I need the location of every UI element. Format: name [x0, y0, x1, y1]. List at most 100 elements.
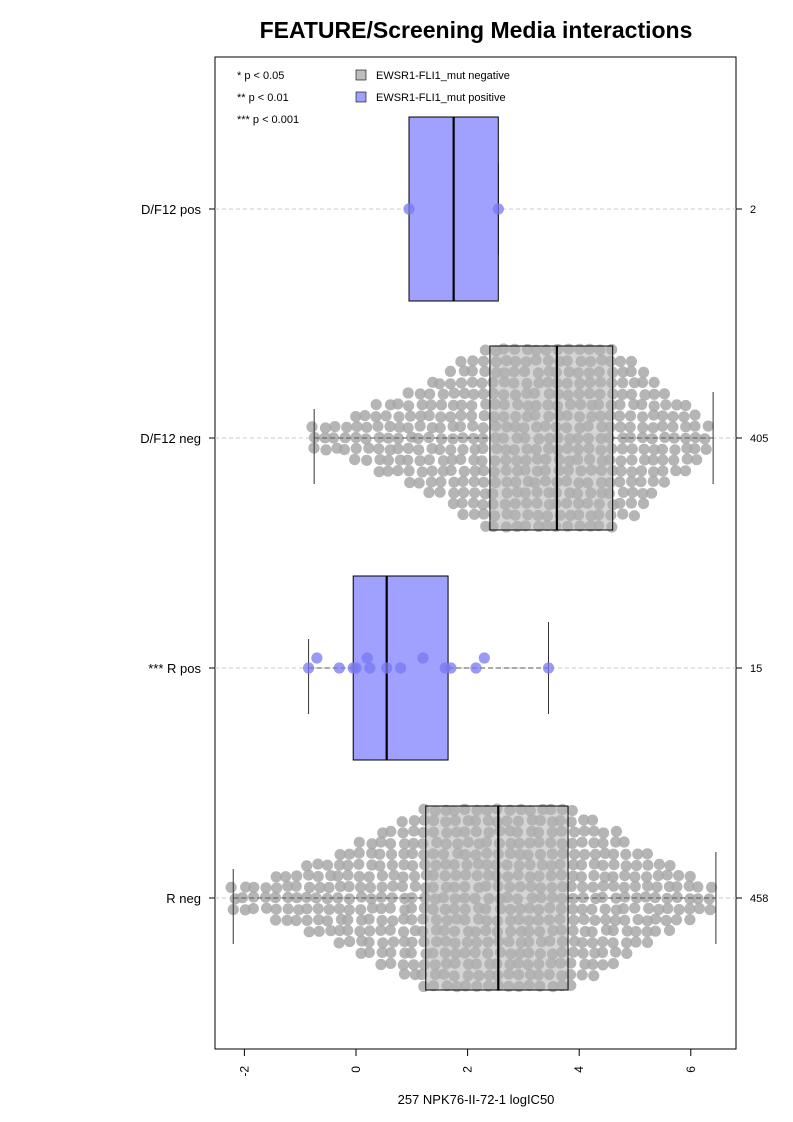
group-4-point	[610, 836, 622, 848]
group-2-point	[689, 420, 701, 432]
group-4-point	[618, 881, 630, 894]
group-4-point	[301, 914, 313, 927]
group-4-point	[684, 903, 696, 915]
group-4-point	[597, 936, 609, 948]
group-4-point	[376, 914, 388, 927]
group-4-point	[575, 871, 588, 883]
group-4-point	[290, 880, 302, 892]
group-4-point	[405, 902, 417, 914]
group-4-point	[325, 925, 337, 937]
group-4-point	[406, 848, 418, 860]
group-4-point	[334, 880, 346, 893]
group-2-point	[361, 421, 373, 433]
group-2-point	[467, 497, 480, 509]
group-4-point	[334, 849, 346, 861]
group-4-point	[364, 925, 376, 937]
group-4-point	[617, 903, 630, 915]
group-4-point	[629, 871, 641, 883]
group-2-point	[350, 442, 362, 455]
group-2-point	[444, 378, 456, 390]
group-2-point	[668, 432, 680, 444]
group-2-point	[648, 409, 660, 421]
group-2-point	[637, 497, 650, 510]
group-4-point	[651, 881, 663, 893]
group-4-point	[343, 893, 355, 905]
group-label-4: R neg	[166, 891, 201, 906]
group-label-3: *** R pos	[148, 661, 201, 676]
group-2-point	[423, 454, 435, 466]
group-2-point	[415, 410, 427, 422]
group-4-point	[387, 915, 399, 927]
group-2-point	[393, 421, 406, 433]
group-4-point	[321, 892, 333, 905]
group-label-2: D/F12 neg	[140, 431, 201, 446]
group-4-point	[597, 880, 609, 892]
group-2-point	[392, 443, 404, 455]
group-4-point	[587, 958, 599, 971]
group-2-point	[478, 476, 490, 488]
group-4-point	[407, 860, 419, 872]
group-2-point	[445, 444, 457, 456]
group-4-point	[577, 892, 589, 904]
group-4-point	[620, 848, 632, 861]
group-2-point	[657, 465, 669, 477]
group-4-point	[589, 914, 601, 926]
group-2-point	[434, 422, 446, 434]
group-2-point	[617, 366, 629, 378]
group-2-point	[393, 411, 405, 423]
group-4-point	[405, 947, 417, 959]
group-2-point	[448, 387, 460, 399]
group-2-point	[647, 454, 659, 466]
group-4-point	[607, 848, 620, 860]
group-4-point	[387, 936, 400, 948]
group-4-point	[607, 937, 619, 949]
x-tick-label-5: 6	[684, 1066, 698, 1073]
x-axis-label: 257 NPK76-II-72-1 logIC50	[398, 1092, 555, 1107]
positive-point	[350, 662, 362, 674]
group-4-point	[376, 946, 388, 959]
group-2-point	[648, 444, 660, 456]
group-4-point	[663, 924, 676, 937]
group-2-point	[468, 508, 480, 520]
group-2-point	[658, 388, 671, 400]
positive-point	[542, 662, 555, 674]
guide-lines	[215, 208, 736, 899]
group-count-4: 458	[750, 893, 768, 905]
group-2-point	[658, 476, 671, 488]
group-2-point	[458, 365, 470, 377]
group-4-point	[333, 903, 345, 915]
group-4-point	[387, 880, 399, 892]
group-4-point	[293, 904, 305, 916]
group-2-point	[648, 466, 660, 478]
group-2-point	[455, 377, 467, 389]
group-4-point	[660, 914, 672, 927]
group-2-point	[637, 421, 649, 434]
group-2-point	[413, 477, 425, 489]
group-4-point	[586, 937, 599, 949]
group-2-point	[699, 433, 711, 445]
group-4-point	[621, 937, 633, 949]
group-2-point	[614, 421, 627, 433]
group-2-point	[414, 388, 426, 400]
group-2-point	[319, 422, 332, 434]
group-4-point	[588, 970, 600, 982]
chart-title: FEATURE/Screening Media interactions	[260, 17, 693, 43]
group-2-point	[434, 444, 446, 456]
group-2-point	[480, 398, 492, 410]
group-4-point	[375, 891, 387, 903]
group-2-point	[455, 409, 467, 422]
group-2-point	[616, 388, 629, 400]
group-2-point	[479, 365, 491, 377]
group-2-point	[477, 422, 489, 434]
group-4-point	[386, 892, 398, 904]
group-2-point	[402, 454, 414, 466]
group-2-point	[454, 421, 466, 433]
legend: EWSR1-FLI1_mut negative EWSR1-FLI1_mut p…	[355, 69, 510, 104]
group-2-point	[624, 410, 637, 422]
group-4-point	[576, 836, 588, 848]
group-4-point	[301, 860, 313, 872]
group-2-point	[625, 355, 638, 368]
group-4-point	[271, 882, 283, 894]
group-4-point	[684, 870, 696, 883]
